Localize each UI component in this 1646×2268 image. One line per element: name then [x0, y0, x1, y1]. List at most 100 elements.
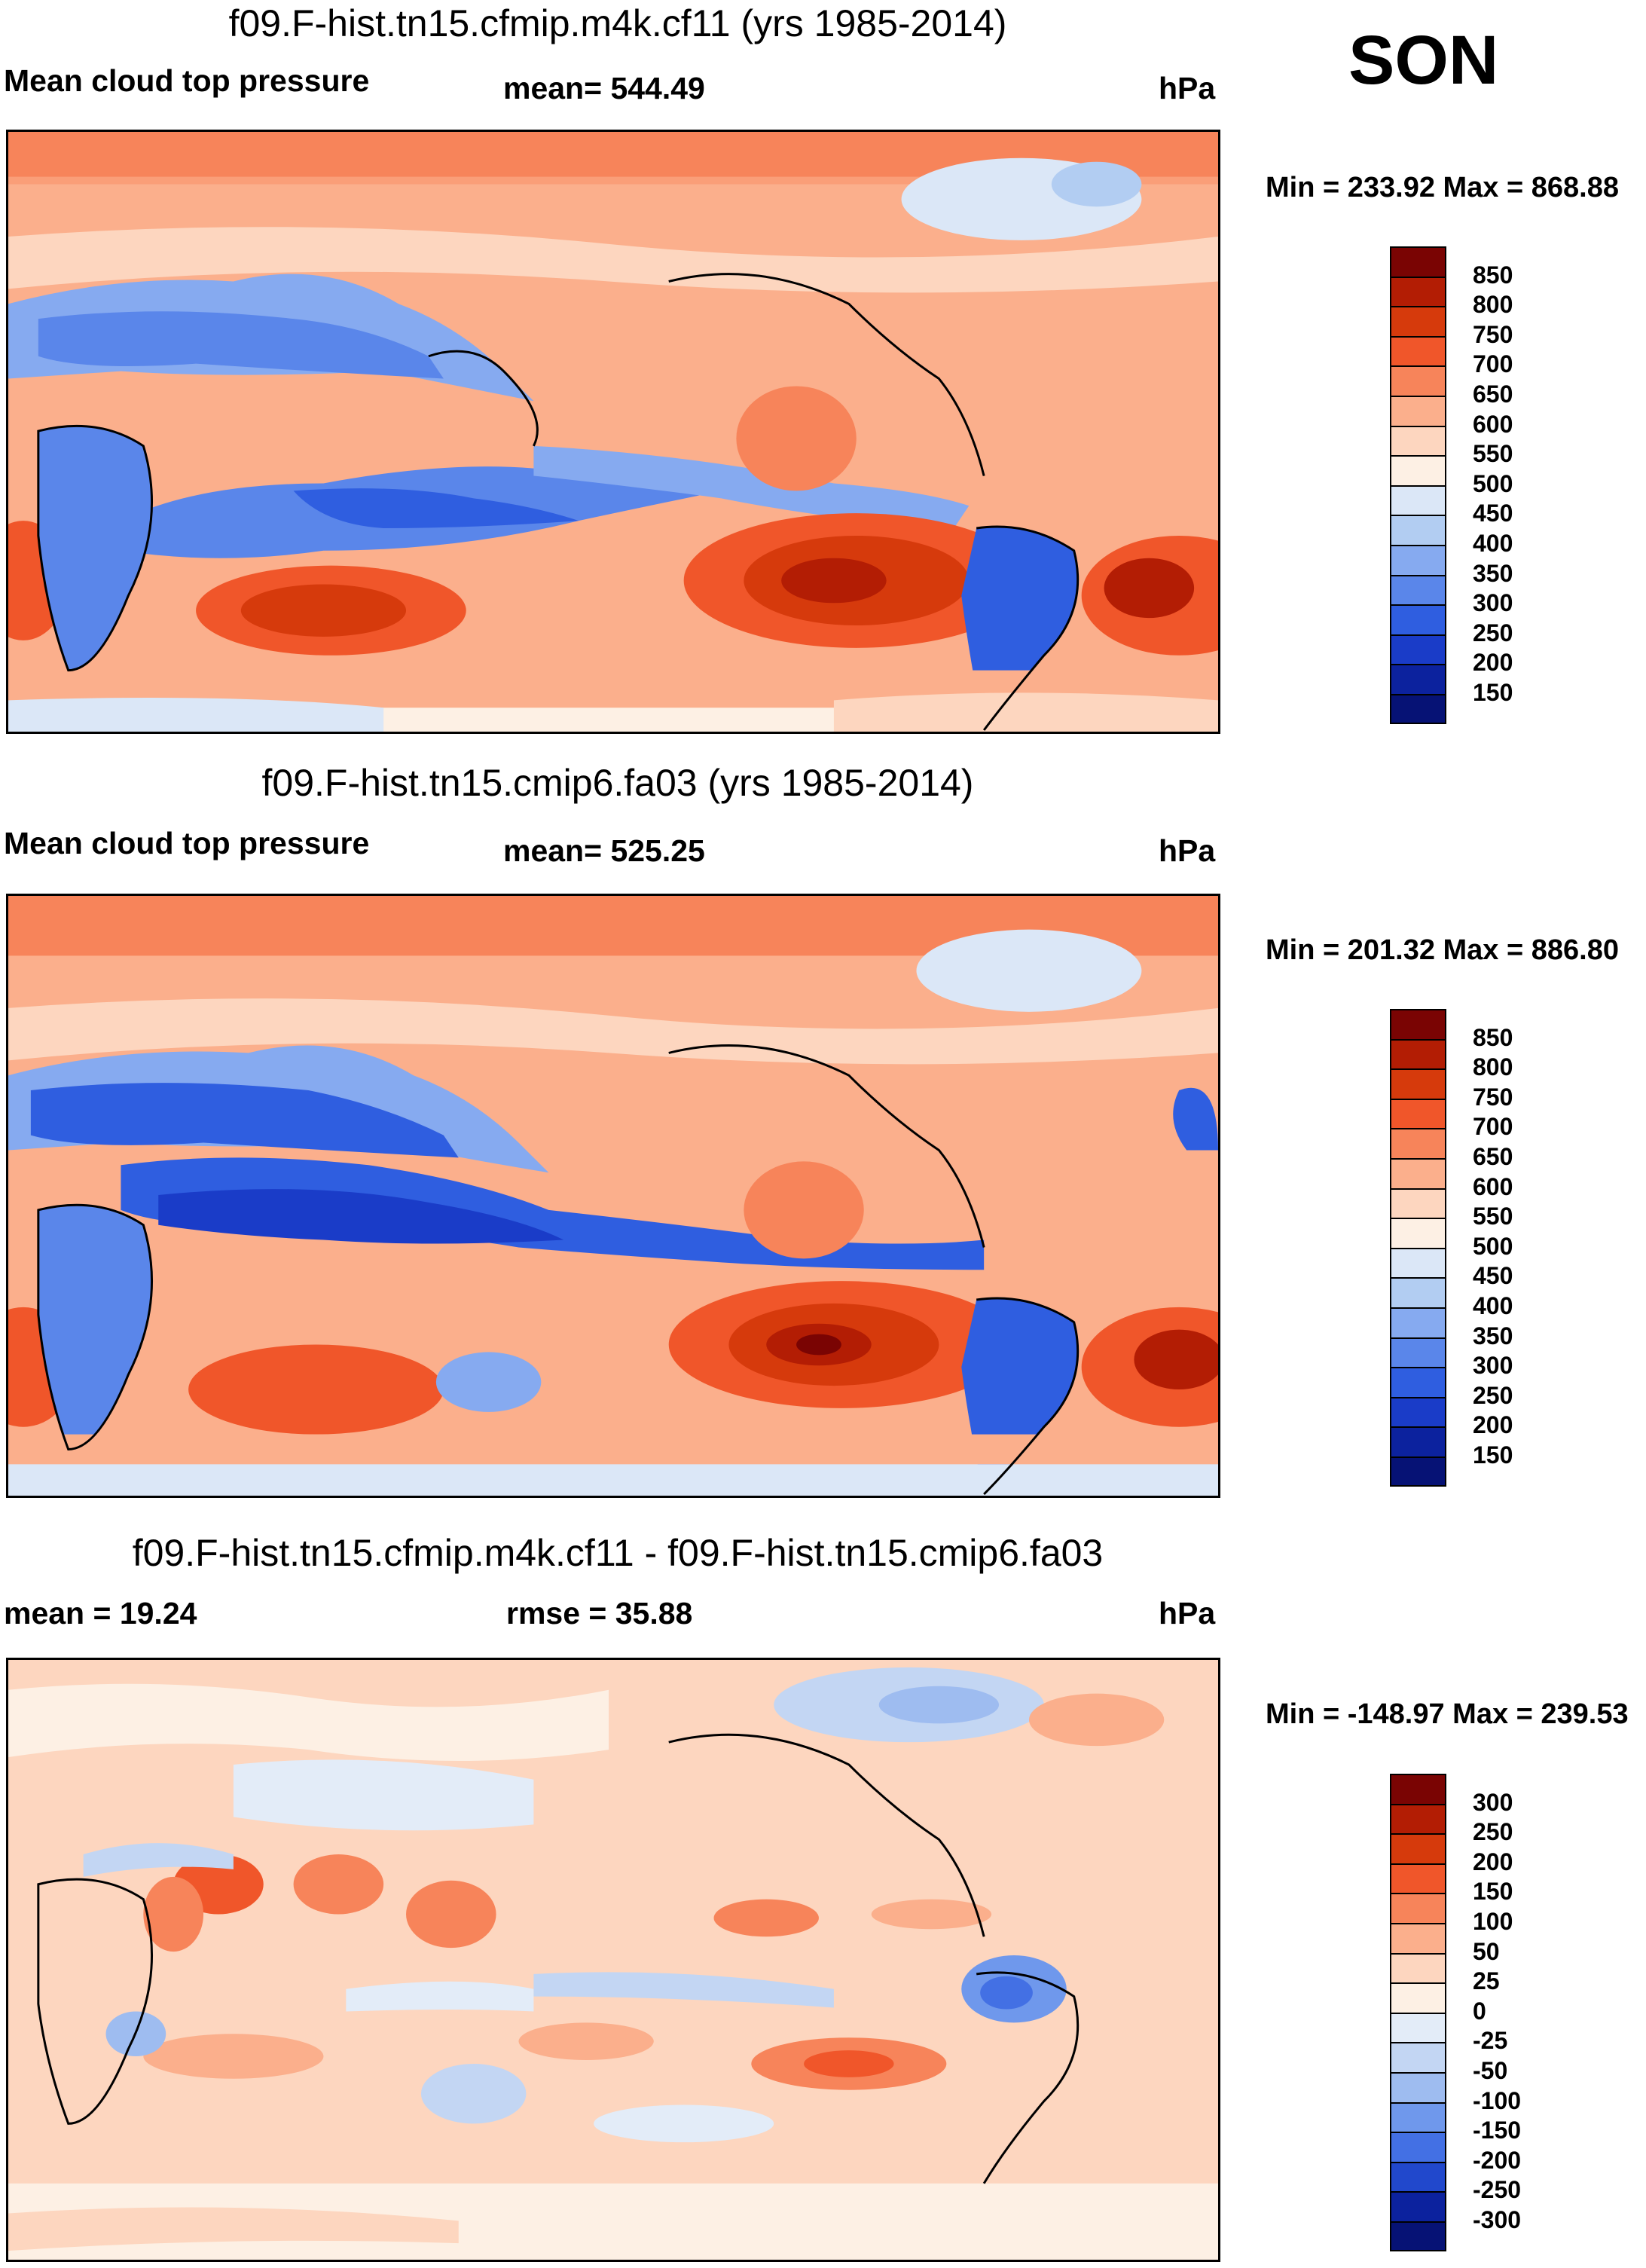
colorbar-swatch — [1390, 2042, 1446, 2072]
colorbar-swatch — [1390, 1952, 1446, 1983]
colorbar-tick-label: -200 — [1473, 2146, 1522, 2174]
colorbar-tick-label: 850 — [1473, 1023, 1513, 1051]
colorbar-tick-label: 600 — [1473, 1172, 1513, 1200]
colorbar-swatch — [1390, 246, 1446, 277]
panel-1-title: f09.F-hist.tn15.cfmip.m4k.cf11 (yrs 1985… — [228, 2, 1007, 44]
colorbar-tick-label: 300 — [1473, 1352, 1513, 1380]
colorbar-swatch — [1390, 1774, 1446, 1804]
colorbar-swatch — [1390, 335, 1446, 366]
colorbar-tick-label: -50 — [1473, 2057, 1508, 2084]
colorbar-tick-label: 0 — [1473, 1997, 1486, 2025]
colorbar-tick-label: 750 — [1473, 1083, 1513, 1111]
colorbar-tick-label: 50 — [1473, 1937, 1500, 1965]
panel-1-variable-label: Mean cloud top pressure — [4, 63, 370, 98]
colorbar-swatch — [1390, 1038, 1446, 1069]
panel-3-rmse-label: rmse = 35.88 — [506, 1596, 693, 1631]
season-label: SON — [1348, 22, 1499, 99]
panel-1-minmax: Min = 233.92 Max = 868.88 — [1266, 172, 1619, 203]
colorbar-swatch — [1390, 1923, 1446, 1953]
colorbar-swatch — [1390, 276, 1446, 307]
colorbar-swatch — [1390, 2012, 1446, 2043]
colorbar-swatch — [1390, 2072, 1446, 2102]
colorbar-tick-label: 200 — [1473, 1411, 1513, 1439]
colorbar-swatch — [1390, 1863, 1446, 1894]
colorbar-swatch — [1390, 1982, 1446, 2013]
colorbar-swatch — [1390, 545, 1446, 575]
colorbar-swatch — [1390, 604, 1446, 634]
colorbar-tick-label: 150 — [1473, 1441, 1513, 1469]
colorbar-tick-label: -150 — [1473, 2117, 1522, 2144]
colorbar-tick-label: 700 — [1473, 350, 1513, 378]
colorbar-tick-label: 500 — [1473, 469, 1513, 497]
colorbar-swatch — [1390, 1128, 1446, 1158]
colorbar-swatch — [1390, 2191, 1446, 2221]
colorbar-swatch — [1390, 1396, 1446, 1427]
colorbar-swatch — [1390, 2101, 1446, 2132]
panel-3-map — [6, 1658, 1220, 2262]
panel-3-minmax: Min = -148.97 Max = 239.53 — [1266, 1698, 1629, 1730]
colorbar-tick-label: 150 — [1473, 679, 1513, 706]
panel-2-mean-label: mean= 525.25 — [503, 833, 705, 868]
colorbar-swatch — [1390, 1337, 1446, 1368]
colorbar-tick-label: 500 — [1473, 1232, 1513, 1260]
panel-3-mean-label: mean = 19.24 — [4, 1596, 197, 1631]
colorbar-tick-label: 600 — [1473, 410, 1513, 438]
colorbar-tick-label: 350 — [1473, 1322, 1513, 1349]
colorbar-swatch — [1390, 1158, 1446, 1188]
colorbar-tick-label: -300 — [1473, 2206, 1522, 2233]
colorbar-swatch — [1390, 1098, 1446, 1129]
colorbar-swatch — [1390, 1367, 1446, 1397]
colorbar-swatch — [1390, 634, 1446, 665]
colorbar-tick-label: 200 — [1473, 1848, 1513, 1875]
panel-2-map — [6, 894, 1220, 1498]
colorbar-swatch — [1390, 1218, 1446, 1248]
panel-3-title: f09.F-hist.tn15.cfmip.m4k.cf11 - f09.F-h… — [132, 1532, 1104, 1574]
colorbar-tick-label: 150 — [1473, 1878, 1513, 1906]
colorbar-tick-label: 100 — [1473, 1908, 1513, 1935]
panel-3-units-label: hPa — [1159, 1596, 1216, 1631]
colorbar-swatch — [1390, 2221, 1446, 2251]
panel-2-colorbar — [1390, 1009, 1446, 1487]
colorbar-swatch — [1390, 1068, 1446, 1099]
colorbar-swatch — [1390, 1277, 1446, 1307]
panel-1-mean-label: mean= 544.49 — [503, 71, 705, 105]
colorbar-tick-label: 250 — [1473, 1381, 1513, 1409]
colorbar-tick-label: 200 — [1473, 649, 1513, 677]
colorbar-tick-label: 25 — [1473, 1967, 1500, 1995]
colorbar-swatch — [1390, 396, 1446, 426]
colorbar-tick-label: 300 — [1473, 1788, 1513, 1816]
colorbar-swatch — [1390, 2132, 1446, 2162]
colorbar-tick-label: 400 — [1473, 530, 1513, 557]
colorbar-swatch — [1390, 425, 1446, 456]
colorbar-tick-label: 400 — [1473, 1292, 1513, 1319]
colorbar-swatch — [1390, 1426, 1446, 1456]
colorbar-tick-label: 550 — [1473, 1203, 1513, 1230]
colorbar-tick-label: 800 — [1473, 291, 1513, 319]
colorbar-swatch — [1390, 455, 1446, 485]
colorbar-tick-label: -250 — [1473, 2176, 1522, 2204]
colorbar-swatch — [1390, 1247, 1446, 1278]
colorbar-tick-label: 700 — [1473, 1113, 1513, 1141]
colorbar-swatch — [1390, 2161, 1446, 2192]
colorbar-swatch — [1390, 306, 1446, 336]
panel-1-colorbar — [1390, 246, 1446, 724]
colorbar-tick-label: 550 — [1473, 440, 1513, 468]
colorbar-swatch — [1390, 365, 1446, 396]
colorbar-swatch — [1390, 574, 1446, 605]
panel-2-variable-label: Mean cloud top pressure — [4, 826, 370, 860]
colorbar-tick-label: -25 — [1473, 2027, 1508, 2055]
colorbar-swatch — [1390, 664, 1446, 694]
panel-2-title: f09.F-hist.tn15.cmip6.fa03 (yrs 1985-201… — [261, 762, 974, 804]
panel-2-units-label: hPa — [1159, 833, 1216, 868]
panel-1-units-label: hPa — [1159, 71, 1216, 105]
colorbar-swatch — [1390, 1307, 1446, 1337]
colorbar-tick-label: 850 — [1473, 261, 1513, 289]
panel-3-colorbar — [1390, 1774, 1446, 2251]
colorbar-swatch — [1390, 1833, 1446, 1863]
colorbar-tick-label: 450 — [1473, 1262, 1513, 1290]
colorbar-tick-label: 650 — [1473, 381, 1513, 408]
colorbar-tick-label: 750 — [1473, 320, 1513, 348]
colorbar-swatch — [1390, 484, 1446, 515]
colorbar-tick-label: 300 — [1473, 589, 1513, 617]
panel-1-map — [6, 130, 1220, 734]
